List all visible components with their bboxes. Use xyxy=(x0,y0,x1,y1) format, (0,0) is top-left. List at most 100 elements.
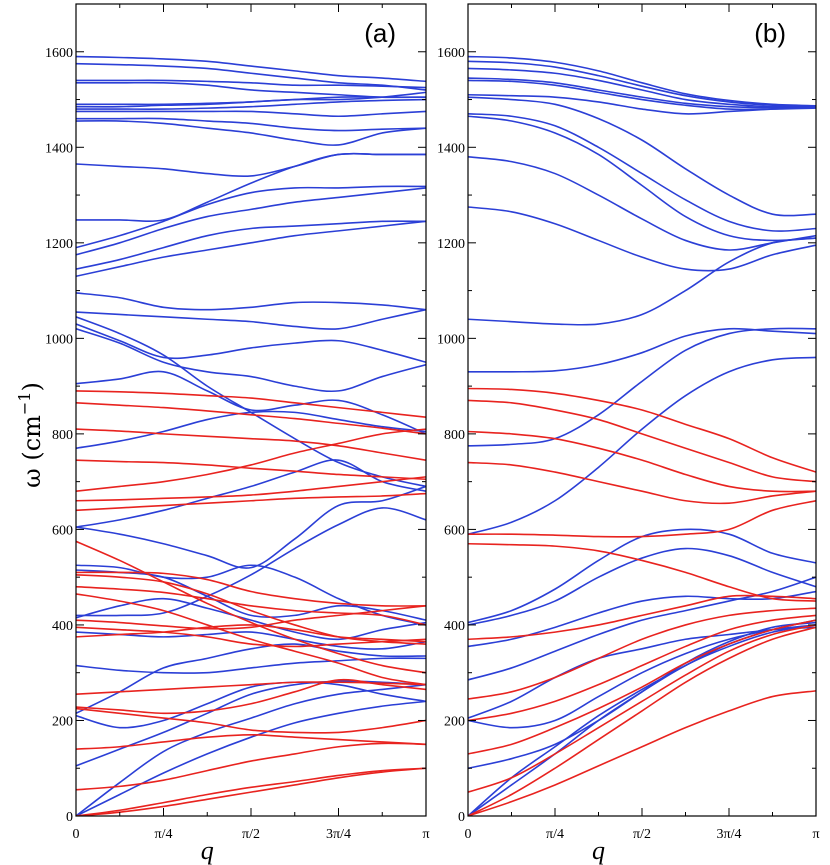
dispersion-branch-blue-22 xyxy=(76,187,426,256)
dispersion-branch-red-50 xyxy=(76,540,426,674)
y-axis-title: ω (cm−1) xyxy=(15,382,46,488)
y-axis-title-superscript: −1 xyxy=(15,392,34,416)
dispersion-branch-red-33 xyxy=(468,461,816,505)
dispersion-branch-blue-12 xyxy=(76,459,426,528)
y-tick-label: 400 xyxy=(444,619,465,634)
dispersion-branch-blue-4 xyxy=(468,626,816,719)
x-tick-label: 3π/4 xyxy=(717,827,742,842)
dispersion-branch-red-54 xyxy=(76,459,426,481)
dispersion-branch-blue-23 xyxy=(76,185,426,249)
dispersion-branch-blue-28 xyxy=(76,110,426,118)
dispersion-branch-red-36 xyxy=(76,767,426,816)
dispersion-branch-red-56 xyxy=(76,402,426,435)
dispersion-branch-blue-13 xyxy=(76,410,426,449)
y-tick-label: 600 xyxy=(444,523,465,538)
dispersion-branch-blue-35 xyxy=(76,55,426,83)
dispersion-branch-red-32 xyxy=(468,499,816,538)
dispersion-branch-blue-9 xyxy=(468,356,816,535)
dispersion-branch-red-39 xyxy=(76,734,426,750)
dispersion-branch-blue-5 xyxy=(76,657,426,674)
dispersion-branch-red-38 xyxy=(76,742,426,791)
y-tick-label: 800 xyxy=(52,428,73,443)
dispersion-branch-red-57 xyxy=(76,390,426,418)
x-tick-label: π/4 xyxy=(546,827,564,842)
dispersion-branch-red-40 xyxy=(76,707,426,734)
dispersion-branch-red-44 xyxy=(76,626,426,648)
dispersion-branch-red-36 xyxy=(468,387,816,473)
dispersion-branch-blue-3 xyxy=(76,681,426,729)
dispersion-branch-red-55 xyxy=(76,428,426,461)
panel-a: 0 200 400 600 800 1000 1200 1400 1600 0 π/4 π/2 3π/4… xyxy=(45,3,430,865)
y-tick-label: 0 xyxy=(458,810,465,825)
dispersion-branch-red-42 xyxy=(76,681,426,695)
dispersion-branch-red-25 xyxy=(468,626,816,816)
y-tick-label: 400 xyxy=(52,619,73,634)
panel-label: (b) xyxy=(754,18,786,48)
dispersion-branch-blue-25 xyxy=(76,152,426,178)
dispersion-branch-red-46 xyxy=(76,593,426,686)
dispersion-branch-blue-31 xyxy=(76,91,426,106)
dispersion-branch-blue-15 xyxy=(76,328,426,393)
y-tick-label: 200 xyxy=(444,714,465,729)
dispersion-branch-blue-16 xyxy=(76,323,426,364)
dispersion-branch-red-48 xyxy=(76,573,426,645)
dispersion-branch-blue-13 xyxy=(468,206,816,272)
x-axis-title: q xyxy=(592,836,605,865)
dispersion-branch-red-47 xyxy=(76,585,426,626)
dispersion-branch-blue-8 xyxy=(468,528,816,624)
dispersion-branch-red-29 xyxy=(468,607,816,700)
dispersion-branch-blue-10 xyxy=(76,564,426,626)
x-tick-label: 3π/4 xyxy=(326,827,351,842)
dispersion-branch-blue-12 xyxy=(468,237,816,326)
dispersion-branch-blue-6 xyxy=(468,590,816,648)
dispersion-branch-red-51 xyxy=(76,492,426,512)
dispersion-branch-blue-27 xyxy=(76,117,426,132)
dispersion-branch-red-26 xyxy=(468,624,816,793)
dispersion-branch-red-34 xyxy=(468,430,816,493)
x-tick-label: π/2 xyxy=(242,827,260,842)
dispersion-branch-red-49 xyxy=(76,571,426,607)
dispersion-branch-blue-19 xyxy=(468,79,816,111)
dispersion-branch-blue-0 xyxy=(468,624,816,816)
panel-b: 0 200 400 600 800 1000 1200 1400 1600 0 π/4 π/2 3π/4… xyxy=(437,3,820,865)
dispersion-branch-blue-11 xyxy=(468,327,816,373)
dispersion-branch-red-27 xyxy=(468,619,816,755)
dispersion-branch-blue-19 xyxy=(76,292,426,311)
dispersion-branch-red-43 xyxy=(76,624,426,643)
dispersion-branch-red-52 xyxy=(76,476,426,502)
dispersion-branch-blue-20 xyxy=(76,220,426,278)
dispersion-branch-red-24 xyxy=(468,690,816,816)
dispersion-branch-red-28 xyxy=(468,614,816,722)
dispersion-branch-blue-21 xyxy=(76,220,426,270)
dispersion-branch-blue-20 xyxy=(468,77,816,109)
dispersion-branch-blue-8 xyxy=(76,507,426,617)
panel-label: (a) xyxy=(364,18,396,48)
dispersion-branch-blue-4 xyxy=(76,643,426,715)
y-tick-label: 1000 xyxy=(437,332,465,347)
dispersion-branch-blue-33 xyxy=(76,79,426,89)
x-tick-label: π/2 xyxy=(633,827,651,842)
dispersion-branch-blue-5 xyxy=(468,576,816,681)
series-group xyxy=(468,55,816,816)
dispersion-branch-blue-15 xyxy=(468,115,816,242)
dispersion-branch-blue-18 xyxy=(76,308,426,330)
y-tick-label: 1200 xyxy=(45,237,73,252)
dispersion-branch-blue-0 xyxy=(76,700,426,816)
dispersion-branch-red-37 xyxy=(76,767,426,816)
dispersion-branch-blue-22 xyxy=(468,60,816,108)
dispersion-branch-blue-14 xyxy=(468,156,816,251)
x-axis-title: q xyxy=(201,836,214,865)
dispersion-branch-blue-17 xyxy=(468,96,816,217)
dispersion-branch-blue-34 xyxy=(76,62,426,91)
x-tick-label: 0 xyxy=(73,827,80,842)
y-tick-label: 200 xyxy=(52,714,73,729)
dispersion-branch-blue-6 xyxy=(76,631,426,650)
y-tick-label: 1000 xyxy=(45,332,73,347)
x-tick-label: π xyxy=(422,827,429,842)
dispersion-branch-blue-32 xyxy=(76,81,426,99)
dispersion-branch-blue-21 xyxy=(468,67,816,108)
y-tick-label: 1400 xyxy=(437,141,465,156)
dispersion-branch-red-31 xyxy=(468,542,816,602)
dispersion-branch-blue-11 xyxy=(76,485,426,569)
